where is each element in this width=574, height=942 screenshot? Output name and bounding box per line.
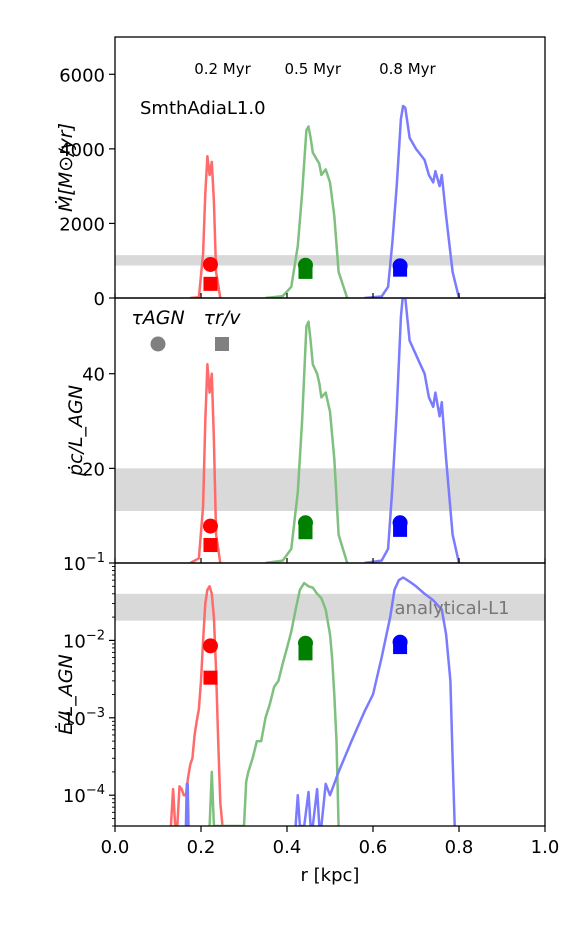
legend-circle-marker [150, 336, 166, 352]
time-label: 0.2 Myr [194, 60, 251, 78]
tick-exponent: −4 [86, 783, 105, 798]
circle-marker-0 [202, 518, 218, 534]
x-tick-label: 0.8 [445, 837, 474, 858]
series-line-2 [364, 298, 461, 563]
time-label: 0.8 Myr [379, 60, 436, 78]
run-label: SmthAdiaL1.0 [140, 98, 266, 119]
x-tick-label: 1.0 [531, 837, 560, 858]
square-marker-0 [203, 276, 218, 291]
y-tick-label: 10−4 [63, 783, 105, 807]
square-marker-0 [203, 670, 218, 685]
legend-square-marker [215, 337, 229, 351]
y-tick-label: 6000 [59, 65, 105, 86]
series-line-0 [189, 363, 222, 563]
time-label: 0.5 Myr [284, 60, 341, 78]
series-line-2 [208, 581, 340, 826]
series-line-1 [184, 782, 190, 826]
circle-marker-2 [392, 258, 408, 274]
plot-area [115, 298, 545, 563]
legend-label: τAGN [131, 307, 184, 329]
axes-frame [114, 297, 546, 564]
tick-exponent: −2 [86, 628, 105, 643]
series-line-3 [294, 576, 456, 826]
circle-marker-1 [297, 257, 313, 273]
tick-base: 10 [63, 554, 86, 575]
y-tick-label: 0 [94, 289, 105, 310]
x-tick-label: 0.2 [187, 837, 216, 858]
square-marker-1 [298, 646, 313, 661]
band-label: analytical-L1 [395, 598, 510, 619]
analytical-band [115, 593, 545, 621]
series-line-2 [364, 104, 461, 298]
analytical-band [115, 468, 545, 511]
x-tick-label: 0.4 [273, 837, 302, 858]
y-tick-label: 4000 [59, 140, 105, 161]
legend-label: τr/v [204, 307, 242, 329]
y-tick-label: 20 [82, 459, 105, 480]
y-tick-label: 2000 [59, 214, 105, 235]
series-line-0 [169, 585, 224, 826]
circle-marker-1 [297, 515, 313, 531]
circle-marker-1 [297, 635, 313, 651]
plot-area [115, 576, 545, 826]
y-axis-label: Ṁ[M⊙/yr] [54, 123, 77, 212]
x-tick-label: 0.0 [101, 837, 130, 858]
y-axis-label: ṗc/L_AGN [65, 385, 87, 477]
tick-exponent: −1 [86, 551, 105, 566]
y-tick-label: 10−1 [63, 551, 105, 575]
x-axis-label: r [kpc] [301, 865, 360, 886]
x-tick-label: 0.6 [359, 837, 388, 858]
tick-base: 10 [63, 709, 86, 730]
series-line-1 [265, 125, 349, 298]
circle-marker-2 [392, 515, 408, 531]
panel-top: 0 2000 4000 6000 Ṁ[M⊙/yr] 0.2 Myr 0.5 Myr 0.8 M… [54, 36, 546, 310]
tick-base: 10 [63, 786, 86, 807]
plot-area [115, 104, 545, 298]
y-axis-label: Ė/L_AGN [54, 654, 77, 734]
circle-marker-0 [202, 638, 218, 654]
analytical-band [115, 255, 545, 266]
y-tick-label: 10−3 [63, 706, 105, 730]
circle-marker-0 [202, 256, 218, 272]
y-tick-label: 40 [82, 365, 105, 386]
tick-base: 10 [63, 631, 86, 652]
series-line-1 [265, 320, 349, 563]
series-line-0 [190, 155, 222, 298]
y-tick-label: 10−2 [63, 628, 105, 652]
square-marker-0 [203, 538, 218, 553]
tick-exponent: −3 [86, 706, 105, 721]
circle-marker-2 [392, 634, 408, 650]
